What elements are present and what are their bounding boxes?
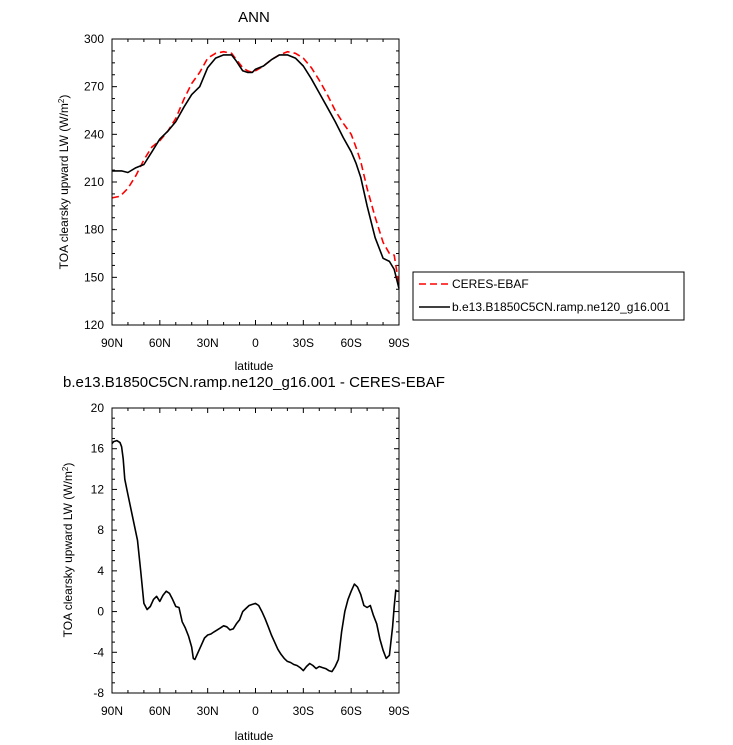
top-y-tick-label: 240: [84, 127, 104, 141]
bottom-y-label-sup: 2: [61, 466, 70, 471]
bottom-y-tick-label: 0: [97, 605, 104, 619]
top-chart-title: ANN: [238, 9, 270, 26]
top-y-tick-label: 180: [84, 223, 104, 237]
bottom-x-tick-label: 30N: [197, 704, 219, 718]
bottom-x-tick-label: 90S: [388, 704, 409, 718]
bottom-plot-frame: [111, 407, 400, 694]
top-series-line-1: [112, 54, 400, 289]
bottom-chart-title: b.e13.B1850C5CN.ramp.ne120_g16.001 - CER…: [63, 374, 445, 391]
bottom-series-lines: [111, 439, 399, 673]
top-x-tick-label: 90N: [101, 336, 123, 350]
legend: CERES-EBAF b.e13.B1850C5CN.ramp.ne120_g1…: [412, 271, 685, 321]
bottom-x-tick-label: 30S: [293, 704, 314, 718]
bottom-y-tick-label: -8: [93, 686, 104, 700]
top-y-label-sup: 2: [57, 98, 66, 103]
legend-label-model: b.e13.B1850C5CN.ramp.ne120_g16.001: [452, 300, 670, 314]
top-y-tick-label: 120: [84, 318, 104, 332]
bottom-y-tick-label: -4: [93, 645, 104, 659]
bottom-series-line-0: [111, 439, 399, 673]
bottom-x-tick-label: 90N: [101, 704, 123, 718]
top-series-line-0: [111, 50, 400, 286]
bottom-x-axis-label: latitude: [235, 729, 274, 743]
bottom-y-axis-label: TOA clearsky upward LW (W/m2): [61, 463, 75, 638]
top-y-label-close: ): [57, 95, 71, 99]
top-x-tick-label: 30S: [293, 336, 314, 350]
bottom-y-label-main: TOA clearsky upward LW (W/m: [61, 471, 75, 637]
bottom-y-tick-label: 4: [97, 564, 104, 578]
top-x-tick-label: 30N: [197, 336, 219, 350]
bottom-y-tick-label: 20: [91, 401, 105, 415]
top-y-label-main: TOA clearsky upward LW (W/m: [57, 103, 71, 269]
top-y-tick-label: 150: [84, 270, 104, 284]
bottom-y-tick-label: 16: [91, 442, 105, 456]
top-y-tick-label: 210: [84, 175, 104, 189]
legend-label-ceres: CERES-EBAF: [452, 277, 529, 291]
top-x-axis-label: latitude: [235, 359, 274, 373]
bottom-y-label-close: ): [61, 463, 75, 467]
top-x-tick-label: 60N: [149, 336, 171, 350]
top-plot-frame: [111, 38, 400, 326]
bottom-x-tick-label: 0: [252, 704, 259, 718]
top-y-tick-label: 270: [84, 80, 104, 94]
top-x-tick-label: 60S: [340, 336, 361, 350]
top-x-tick-label: 90S: [388, 336, 409, 350]
bottom-x-tick-label: 60N: [149, 704, 171, 718]
top-panel: ANN 90N 60N 30N 0 30S 60S 90S 120 150 180 210 240 27…: [57, 9, 685, 373]
top-series-lines: [111, 50, 400, 289]
top-y-tick-label: 300: [84, 32, 104, 46]
bottom-panel: b.e13.B1850C5CN.ramp.ne120_g16.001 - CER…: [61, 374, 445, 743]
bottom-x-tick-label: 60S: [340, 704, 361, 718]
legend-box: [412, 271, 685, 321]
bottom-y-tick-label: 12: [91, 482, 105, 496]
top-x-tick-label: 0: [252, 336, 259, 350]
bottom-y-tick-label: 8: [97, 523, 104, 537]
top-y-axis-label: TOA clearsky upward LW (W/m2): [57, 95, 71, 270]
top-axis-ticks: 90N 60N 30N 0 30S 60S 90S 120 150 180 210 240 270 300: [84, 32, 410, 350]
bottom-axis-ticks: 90N 60N 30N 0 30S 60S 90S -8 -4 0 4 8 12 16 20: [91, 401, 410, 718]
